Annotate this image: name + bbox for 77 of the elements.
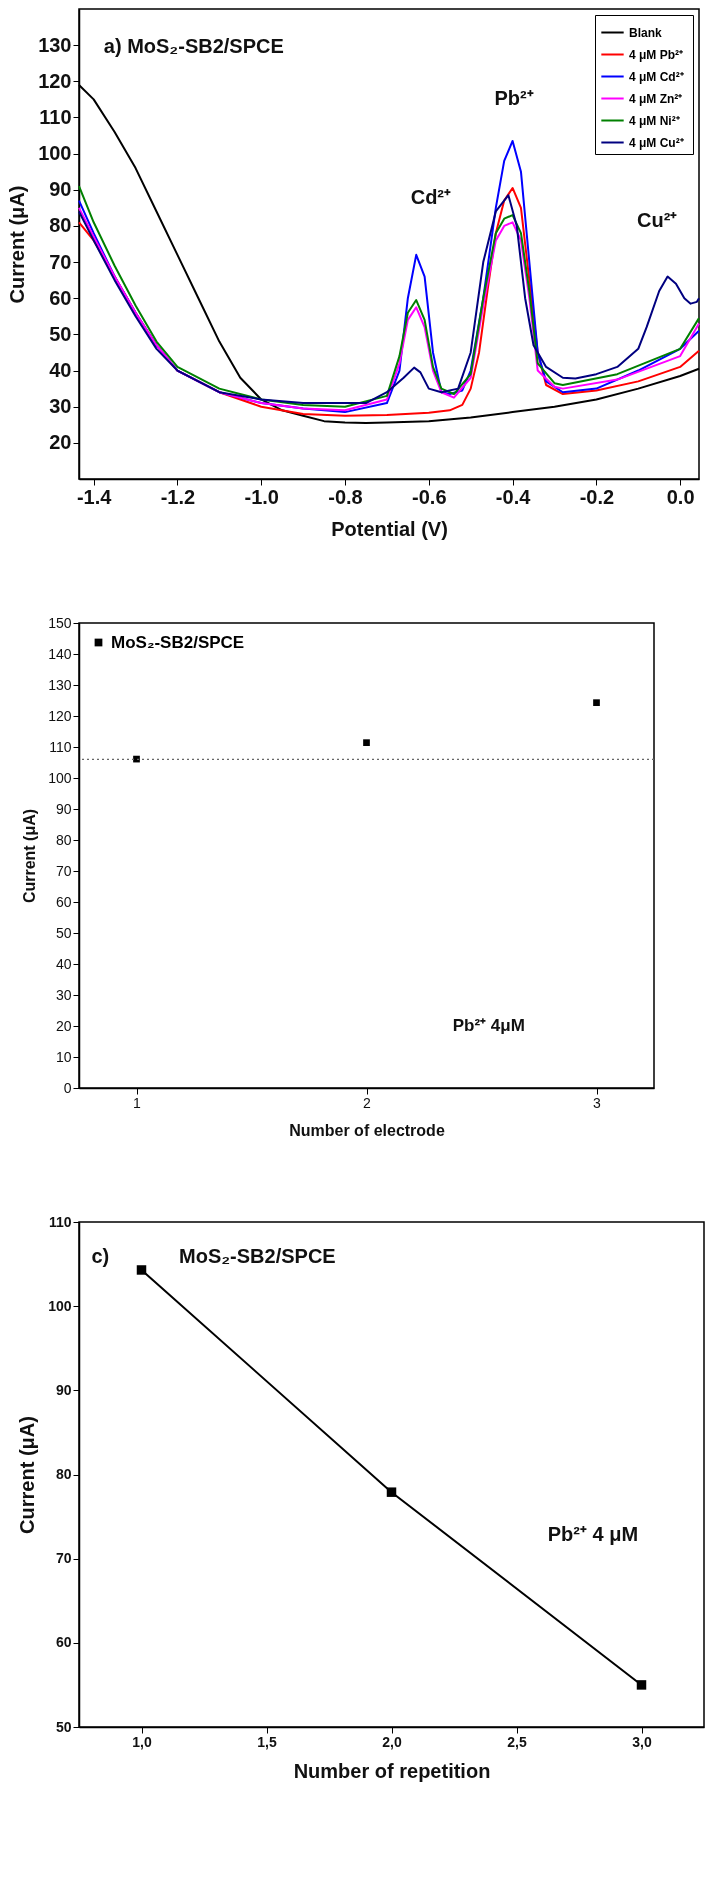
y-tick-label: 60 — [55, 893, 72, 910]
point — [386, 1487, 397, 1497]
x-axis-title: Number of repetition — [293, 1759, 491, 1782]
y-tick-label: 120 — [38, 69, 72, 92]
annotation: a) MoS₂-SB2/SPCE — [103, 35, 284, 58]
y-tick-label: 50 — [55, 1718, 72, 1735]
legend-label: 4 μM Cd²⁺ — [629, 69, 684, 84]
y-tick-label: 0 — [63, 1079, 72, 1096]
legend-label: 4 μM Cu²⁺ — [629, 135, 684, 150]
legend-label: MoS₂-SB2/SPCE — [111, 632, 245, 652]
y-tick-label: 60 — [49, 286, 72, 309]
x-tick-label: 2,0 — [382, 1733, 402, 1750]
x-tick-label: 2 — [363, 1094, 372, 1111]
annotation: MoS₂-SB2/SPCE — [179, 1245, 336, 1268]
legend-label: Blank — [629, 25, 662, 40]
x-tick-label: -0.4 — [495, 485, 532, 508]
annotation: Cd²⁺ — [410, 185, 452, 208]
x-tick-label: 1,5 — [257, 1733, 277, 1750]
y-tick-label: 70 — [55, 862, 72, 879]
point — [136, 1265, 147, 1275]
y-tick-label: 140 — [48, 645, 72, 662]
x-tick-label: -1.4 — [76, 485, 113, 508]
x-tick-label: -1.0 — [244, 485, 279, 508]
legend-label: 4 μM Ni²⁺ — [629, 113, 680, 128]
x-tick-label: 2,5 — [507, 1733, 527, 1750]
x-axis-title: Number of electrode — [289, 1121, 445, 1139]
y-tick-label: 80 — [49, 214, 72, 237]
y-tick-label: 150 — [48, 614, 72, 631]
y-tick-label: 10 — [55, 1048, 72, 1065]
y-tick-label: 80 — [55, 1466, 72, 1482]
y-tick-label: 60 — [55, 1634, 72, 1651]
annotation: Pb²⁺ 4μM — [452, 1016, 525, 1036]
x-tick-label: 0.0 — [666, 485, 695, 508]
y-tick-label: 100 — [38, 142, 72, 165]
y-tick-label: 70 — [49, 250, 72, 273]
y-tick-label: 80 — [55, 831, 72, 848]
x-tick-label: -0.8 — [328, 485, 363, 508]
y-tick-label: 100 — [48, 1297, 72, 1314]
annotation: c) — [91, 1245, 110, 1268]
point — [363, 739, 370, 747]
legend-label: 4 μM Zn²⁺ — [629, 91, 683, 106]
y-tick-label: 100 — [48, 769, 72, 786]
legend-label: 4 μM Pb²⁺ — [629, 47, 684, 62]
annotation: Pb²⁺ — [494, 86, 534, 109]
y-tick-label: 120 — [48, 707, 72, 724]
y-tick-label: 110 — [49, 738, 72, 755]
y-tick-label: 50 — [55, 924, 72, 941]
y-axis-title: Current (μA) — [6, 185, 29, 304]
y-tick-label: 20 — [49, 431, 72, 454]
x-tick-label: -0.2 — [579, 485, 615, 508]
y-tick-label: 50 — [49, 322, 72, 345]
y-axis-title: Current (μA) — [16, 1416, 39, 1534]
y-tick-label: 130 — [48, 676, 72, 693]
y-tick-label: 90 — [55, 800, 72, 817]
y-axis-title: Current (μA) — [21, 808, 39, 904]
y-tick-label: 20 — [55, 1017, 72, 1034]
annotation: Pb²⁺ 4 μM — [547, 1523, 639, 1545]
x-tick-label: 3 — [593, 1094, 602, 1111]
point — [636, 1680, 647, 1690]
y-tick-label: 70 — [55, 1550, 72, 1567]
x-tick-label: 1 — [133, 1094, 142, 1111]
y-tick-label: 110 — [48, 1213, 72, 1230]
annotation: Cu²⁺ — [637, 209, 678, 232]
y-tick-label: 40 — [55, 955, 72, 972]
y-tick-label: 130 — [38, 33, 72, 56]
x-tick-label: 1,0 — [132, 1733, 152, 1750]
y-tick-label: 90 — [49, 178, 72, 201]
x-tick-label: 3,0 — [632, 1733, 652, 1750]
x-axis-title: Potential (V) — [331, 517, 448, 540]
y-tick-label: 40 — [49, 359, 72, 382]
x-tick-label: -0.6 — [412, 485, 447, 508]
y-tick-label: 90 — [55, 1381, 72, 1398]
x-tick-label: -1.2 — [160, 485, 196, 508]
y-tick-label: 30 — [55, 986, 72, 1003]
y-tick-label: 30 — [49, 395, 72, 418]
y-tick-label: 110 — [39, 105, 72, 128]
point — [593, 699, 600, 707]
